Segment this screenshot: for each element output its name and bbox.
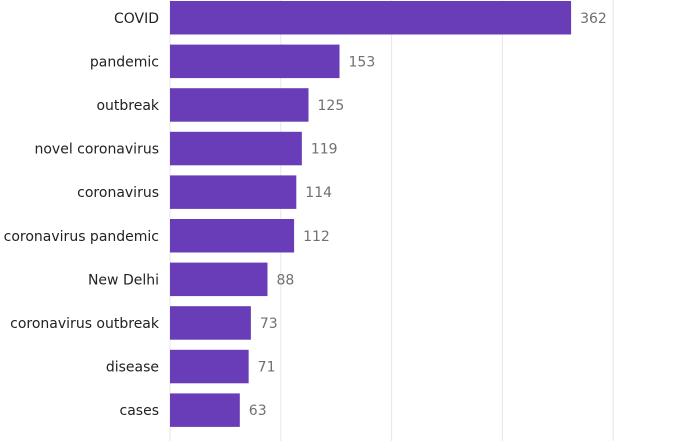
value-label: 112 [303, 229, 330, 245]
value-label: 114 [305, 185, 332, 201]
value-label: 362 [580, 11, 607, 27]
category-label: New Delhi [88, 272, 159, 288]
bar [170, 262, 268, 297]
category-label: disease [106, 360, 159, 376]
category-label: coronavirus outbreak [10, 316, 160, 332]
value-label: 119 [311, 142, 338, 158]
bars [170, 1, 572, 427]
bar [170, 1, 572, 35]
bar [170, 88, 309, 122]
bar [170, 44, 340, 79]
category-label: coronavirus [77, 185, 159, 201]
bar [170, 349, 249, 384]
bar [170, 219, 295, 253]
value-label: 125 [318, 98, 345, 114]
category-label: outbreak [96, 98, 159, 114]
value-label: 73 [260, 316, 278, 332]
bar [170, 131, 302, 166]
category-label: pandemic [90, 54, 159, 70]
value-label: 153 [349, 54, 376, 70]
bar [170, 175, 297, 209]
category-label: coronavirus pandemic [4, 229, 159, 245]
category-label: COVID [114, 11, 159, 27]
category-labels: COVID pandemic outbreak novel coronavirus co… [4, 11, 160, 419]
value-labels: 362 153 125 119 114 112 88 73 71 63 [249, 11, 607, 419]
value-label: 88 [277, 272, 295, 288]
category-label: cases [120, 403, 159, 419]
bar [170, 393, 240, 427]
value-label: 71 [258, 360, 276, 376]
bar [170, 306, 251, 340]
value-label: 63 [249, 403, 267, 419]
category-label: novel coronavirus [34, 142, 159, 158]
